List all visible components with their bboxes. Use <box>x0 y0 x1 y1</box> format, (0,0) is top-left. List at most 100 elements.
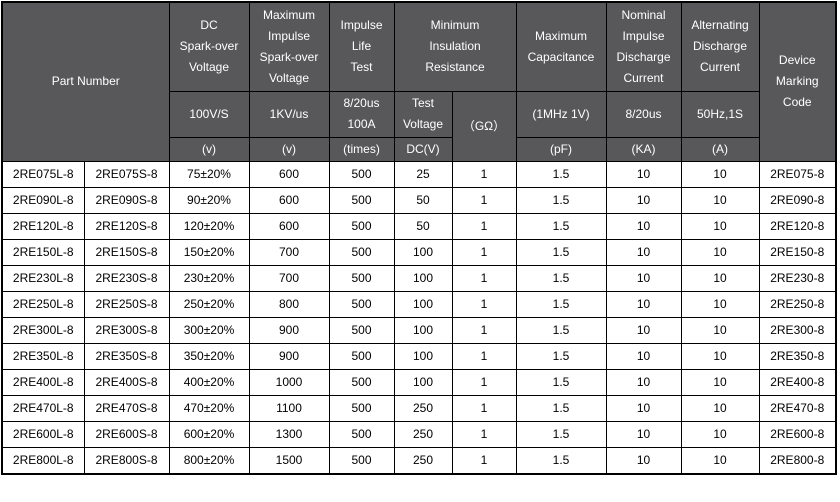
table-cell: 1.5 <box>515 238 607 266</box>
table-cell: 100 <box>393 368 453 396</box>
table-cell: 2RE800L-8 <box>1 446 85 474</box>
table-cell: 500 <box>328 420 395 448</box>
table-cell: 90±20% <box>168 186 250 214</box>
table-cell: 2RE800-8 <box>758 446 837 474</box>
table-cell: 2RE075S-8 <box>83 160 170 188</box>
table-cell: 2RE250-8 <box>758 290 837 318</box>
table-row: 2RE075L-8 2RE075S-8 75±20% 600 500 25 1 1.5 10 10… <box>1 160 837 188</box>
header-max-capacitance: Maximum Capacitance <box>515 1 607 92</box>
table-cell: 500 <box>328 368 395 396</box>
table-cell: 2RE230L-8 <box>1 264 85 292</box>
table-cell: 500 <box>328 342 395 370</box>
unit-dc-sparkover: (v) <box>168 136 250 162</box>
table-cell: 1500 <box>248 446 330 474</box>
table-cell: 250 <box>393 420 453 448</box>
table-cell: 1.5 <box>515 186 607 214</box>
table-cell: 2RE250L-8 <box>1 290 85 318</box>
table-cell: 100 <box>393 342 453 370</box>
table-cell: 2RE150-8 <box>758 238 837 266</box>
table-cell: 1.5 <box>515 368 607 396</box>
header-min-insulation-resistance: Minimum Insulation Resistance <box>393 1 517 92</box>
table-cell: 2RE350-8 <box>758 342 837 370</box>
table-cell: 2RE350S-8 <box>83 342 170 370</box>
header-max-impulse-sparkover-voltage: Maximum Impulse Spark-over Voltage <box>248 1 330 92</box>
table-cell: 2RE150L-8 <box>1 238 85 266</box>
condition-alternating: 50Hz,1S <box>680 90 760 138</box>
table-cell: 75±20% <box>168 160 250 188</box>
table-cell: 2RE250S-8 <box>83 290 170 318</box>
table-cell: 2RE600L-8 <box>1 420 85 448</box>
table-cell: 50 <box>393 186 453 214</box>
table-cell: 1.5 <box>515 316 607 344</box>
table-cell: 900 <box>248 316 330 344</box>
table-cell: 2RE300-8 <box>758 316 837 344</box>
table-cell: 1 <box>451 420 517 448</box>
table-cell: 2RE400L-8 <box>1 368 85 396</box>
table-cell: 10 <box>605 316 682 344</box>
table-cell: 1 <box>451 290 517 318</box>
table-cell: 500 <box>328 264 395 292</box>
table-cell: 2RE470L-8 <box>1 394 85 422</box>
table-cell: 2RE090-8 <box>758 186 837 214</box>
table-cell: 800±20% <box>168 446 250 474</box>
table-cell: 500 <box>328 316 395 344</box>
table-cell: 1000 <box>248 368 330 396</box>
table-cell: 10 <box>680 264 760 292</box>
table-cell: 2RE400-8 <box>758 368 837 396</box>
table-cell: 2RE600-8 <box>758 420 837 448</box>
table-cell: 700 <box>248 238 330 266</box>
table-cell: 10 <box>605 368 682 396</box>
table-cell: 2RE470-8 <box>758 394 837 422</box>
table-cell: 10 <box>680 394 760 422</box>
table-cell: 500 <box>328 290 395 318</box>
header-title-row: Part Number DC Spark-over Voltage Maximu… <box>1 1 837 162</box>
table-row: 2RE470L-8 2RE470S-8 470±20% 1100 500 250 1 1.5 1… <box>1 394 837 422</box>
condition-nominal-impulse: 8/20us <box>605 90 682 138</box>
table-cell: 250±20% <box>168 290 250 318</box>
table-cell: 10 <box>680 290 760 318</box>
table-cell: 1100 <box>248 394 330 422</box>
table-row: 2RE600L-8 2RE600S-8 600±20% 1300 500 250 1 1.5 1… <box>1 420 837 448</box>
table-cell: 2RE120L-8 <box>1 212 85 240</box>
table-row: 2RE120L-8 2RE120S-8 120±20% 600 500 50 1 1.5 10 1… <box>1 212 837 240</box>
table-cell: 2RE150S-8 <box>83 238 170 266</box>
table-cell: 1 <box>451 238 517 266</box>
table-cell: 10 <box>680 160 760 188</box>
table-cell: 100 <box>393 316 453 344</box>
table-cell: 800 <box>248 290 330 318</box>
condition-max-impulse: 1KV/us <box>248 90 330 138</box>
table-row: 2RE350L-8 2RE350S-8 350±20% 900 500 100 1 1.5 10… <box>1 342 837 370</box>
table-cell: 2RE120S-8 <box>83 212 170 240</box>
unit-max-impulse: (v) <box>248 136 330 162</box>
table-body: 2RE075L-8 2RE075S-8 75±20% 600 500 25 1 1.5 10 10… <box>1 160 837 474</box>
table-cell: 10 <box>605 446 682 474</box>
table-cell: 150±20% <box>168 238 250 266</box>
table-cell: 1 <box>451 264 517 292</box>
table-cell: 120±20% <box>168 212 250 240</box>
table-cell: 2RE075-8 <box>758 160 837 188</box>
table-cell: 500 <box>328 186 395 214</box>
table-row: 2RE230L-8 2RE230S-8 230±20% 700 500 100 1 1.5 10… <box>1 264 837 292</box>
table-row: 2RE400L-8 2RE400S-8 400±20% 1000 500 100 1 1.5 1… <box>1 368 837 396</box>
header-part-number: Part Number <box>1 1 170 162</box>
table-cell: 10 <box>680 368 760 396</box>
table-cell: 1.5 <box>515 264 607 292</box>
table-cell: 470±20% <box>168 394 250 422</box>
table-cell: 10 <box>680 446 760 474</box>
condition-capacitance: (1MHz 1V) <box>515 90 607 138</box>
table-cell: 2RE230S-8 <box>83 264 170 292</box>
header-nominal-impulse-discharge-current: Nominal Impulse Discharge Current <box>605 1 682 92</box>
table-cell: 1.5 <box>515 212 607 240</box>
unit-test-voltage: DC(V) <box>393 136 453 162</box>
table-row: 2RE090L-8 2RE090S-8 90±20% 600 500 50 1 1.5 10 10… <box>1 186 837 214</box>
table-cell: 1 <box>451 212 517 240</box>
table-cell: 230±20% <box>168 264 250 292</box>
table-cell: 1 <box>451 316 517 344</box>
table-cell: 2RE300S-8 <box>83 316 170 344</box>
table-cell: 2RE350L-8 <box>1 342 85 370</box>
table-cell: 100 <box>393 238 453 266</box>
table-cell: 500 <box>328 394 395 422</box>
table-cell: 250 <box>393 446 453 474</box>
table-cell: 1.5 <box>515 394 607 422</box>
